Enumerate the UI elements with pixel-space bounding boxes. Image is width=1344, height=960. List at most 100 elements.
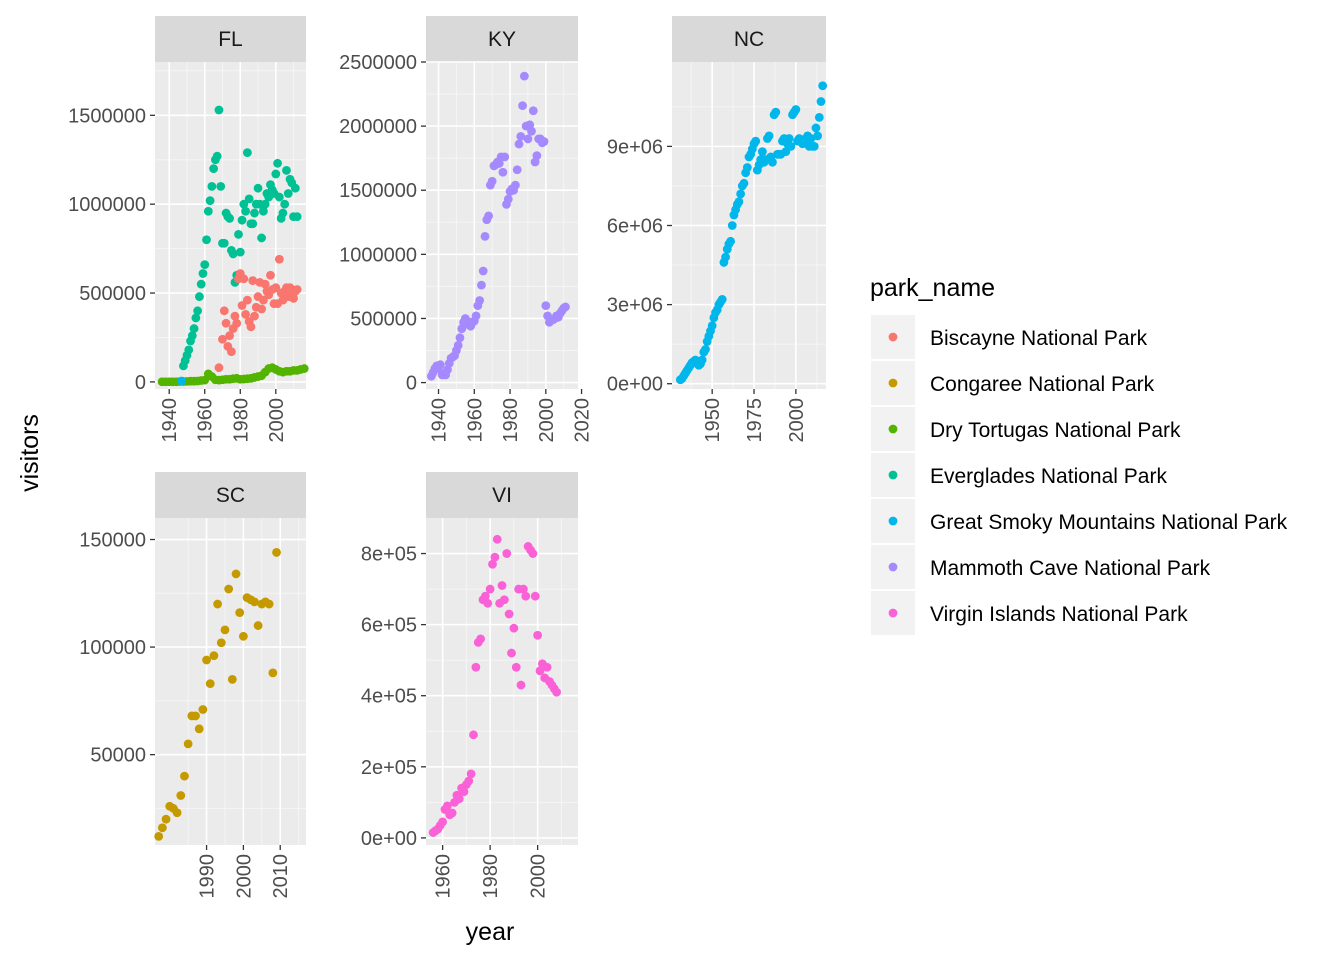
x-tick-label: 2000: [233, 854, 255, 899]
y-tick-label: 500000: [79, 283, 146, 305]
data-point: [239, 199, 249, 209]
facet-strip-label: VI: [492, 484, 512, 507]
y-tick-label: 1500000: [339, 180, 417, 202]
data-point: [528, 106, 538, 116]
data-point: [727, 221, 737, 230]
data-point: [214, 105, 224, 115]
data-point: [248, 219, 258, 229]
facet-sc: SC 1990 2000 2010 50000 100000 150000: [79, 472, 306, 899]
data-point: [480, 591, 490, 601]
data-point: [811, 123, 821, 133]
data-point: [478, 266, 488, 276]
data-point: [274, 192, 284, 202]
data-point: [500, 152, 510, 162]
data-point: [219, 238, 229, 248]
data-point: [205, 196, 215, 206]
data-point: [280, 199, 290, 209]
data-point: [442, 801, 452, 811]
data-point: [453, 341, 463, 350]
data-point: [257, 233, 266, 243]
legend-key-point: [888, 516, 898, 526]
panel-background: [426, 62, 578, 389]
data-point: [509, 623, 519, 633]
data-point: [498, 167, 508, 177]
data-point: [533, 630, 543, 640]
data-point: [221, 318, 231, 328]
data-point: [290, 183, 300, 193]
data-point: [242, 295, 252, 305]
data-point: [523, 134, 533, 144]
data-point: [253, 621, 263, 630]
data-point: [530, 591, 540, 601]
data-point: [209, 164, 219, 174]
data-point: [213, 599, 223, 609]
data-point: [532, 151, 542, 161]
legend-key-point: [888, 378, 898, 388]
data-point: [701, 345, 710, 354]
data-point: [814, 112, 824, 122]
x-tick-label: 1980: [500, 398, 522, 443]
x-tick-label: 1960: [464, 398, 486, 443]
data-point: [176, 791, 186, 800]
data-point: [157, 823, 167, 833]
y-tick-label: 1000000: [339, 244, 417, 266]
data-point: [518, 101, 527, 110]
data-point: [218, 334, 227, 344]
y-tick-label: 9e+06: [607, 136, 663, 158]
data-point: [806, 134, 816, 143]
data-point: [784, 134, 794, 143]
data-point: [471, 311, 481, 321]
x-tick-label: 1980: [480, 854, 502, 899]
series-great-smoky-mountains-national-park: [177, 376, 187, 386]
data-point: [518, 584, 528, 594]
data-point: [454, 794, 464, 804]
data-point: [535, 666, 545, 676]
data-point: [234, 229, 243, 239]
facet-vi: VI 1960 1980 2000 0e+00 2e+05 4e+05 6e+05 8e+05: [361, 472, 578, 899]
data-point: [480, 232, 490, 241]
facet-ky: KY 1940 1960 1980 2000 2020 0 500000 1000000 1500…: [339, 16, 594, 443]
data-point: [809, 141, 819, 151]
y-axis-title: visitors: [16, 414, 44, 492]
data-point: [191, 711, 200, 721]
data-point: [242, 148, 252, 158]
facet-strip: [155, 16, 306, 62]
legend-title: park_name: [870, 274, 995, 302]
data-point: [511, 662, 521, 672]
data-point: [484, 211, 493, 221]
data-point: [216, 638, 226, 648]
data-point: [207, 182, 217, 191]
x-tick-label: 2000: [266, 398, 288, 443]
data-point: [196, 279, 206, 289]
data-point: [161, 814, 171, 824]
data-point: [237, 215, 247, 225]
facet-fl: FL 1940 1960 1980 2000 0 500000 1000000 1500000: [68, 16, 309, 443]
data-point: [492, 534, 502, 544]
legend-label: Mammoth Cave National Park: [930, 557, 1211, 580]
data-point: [502, 549, 512, 558]
data-point: [477, 280, 486, 290]
data-point: [250, 597, 259, 607]
series-virgin-islands-national-park: [428, 534, 562, 837]
y-tick-label: 100000: [79, 637, 146, 659]
data-point: [721, 252, 730, 262]
data-point: [490, 552, 500, 562]
data-point: [282, 166, 291, 175]
series-great-smoky-mountains-national-park: [675, 81, 828, 385]
data-point: [273, 158, 282, 168]
data-point: [209, 651, 219, 661]
data-point: [231, 569, 241, 579]
data-point: [214, 363, 224, 373]
y-tick-label: 2e+05: [361, 757, 417, 779]
data-point: [272, 548, 281, 557]
data-point: [503, 194, 513, 204]
y-tick-label: 2000000: [339, 116, 417, 138]
data-point: [260, 199, 270, 209]
data-point: [225, 331, 235, 341]
y-tick-label: 1000000: [68, 194, 146, 216]
data-point: [274, 254, 284, 264]
data-point: [736, 189, 746, 199]
data-point: [751, 136, 761, 146]
data-point: [717, 294, 727, 304]
legend-key-point: [888, 332, 898, 342]
